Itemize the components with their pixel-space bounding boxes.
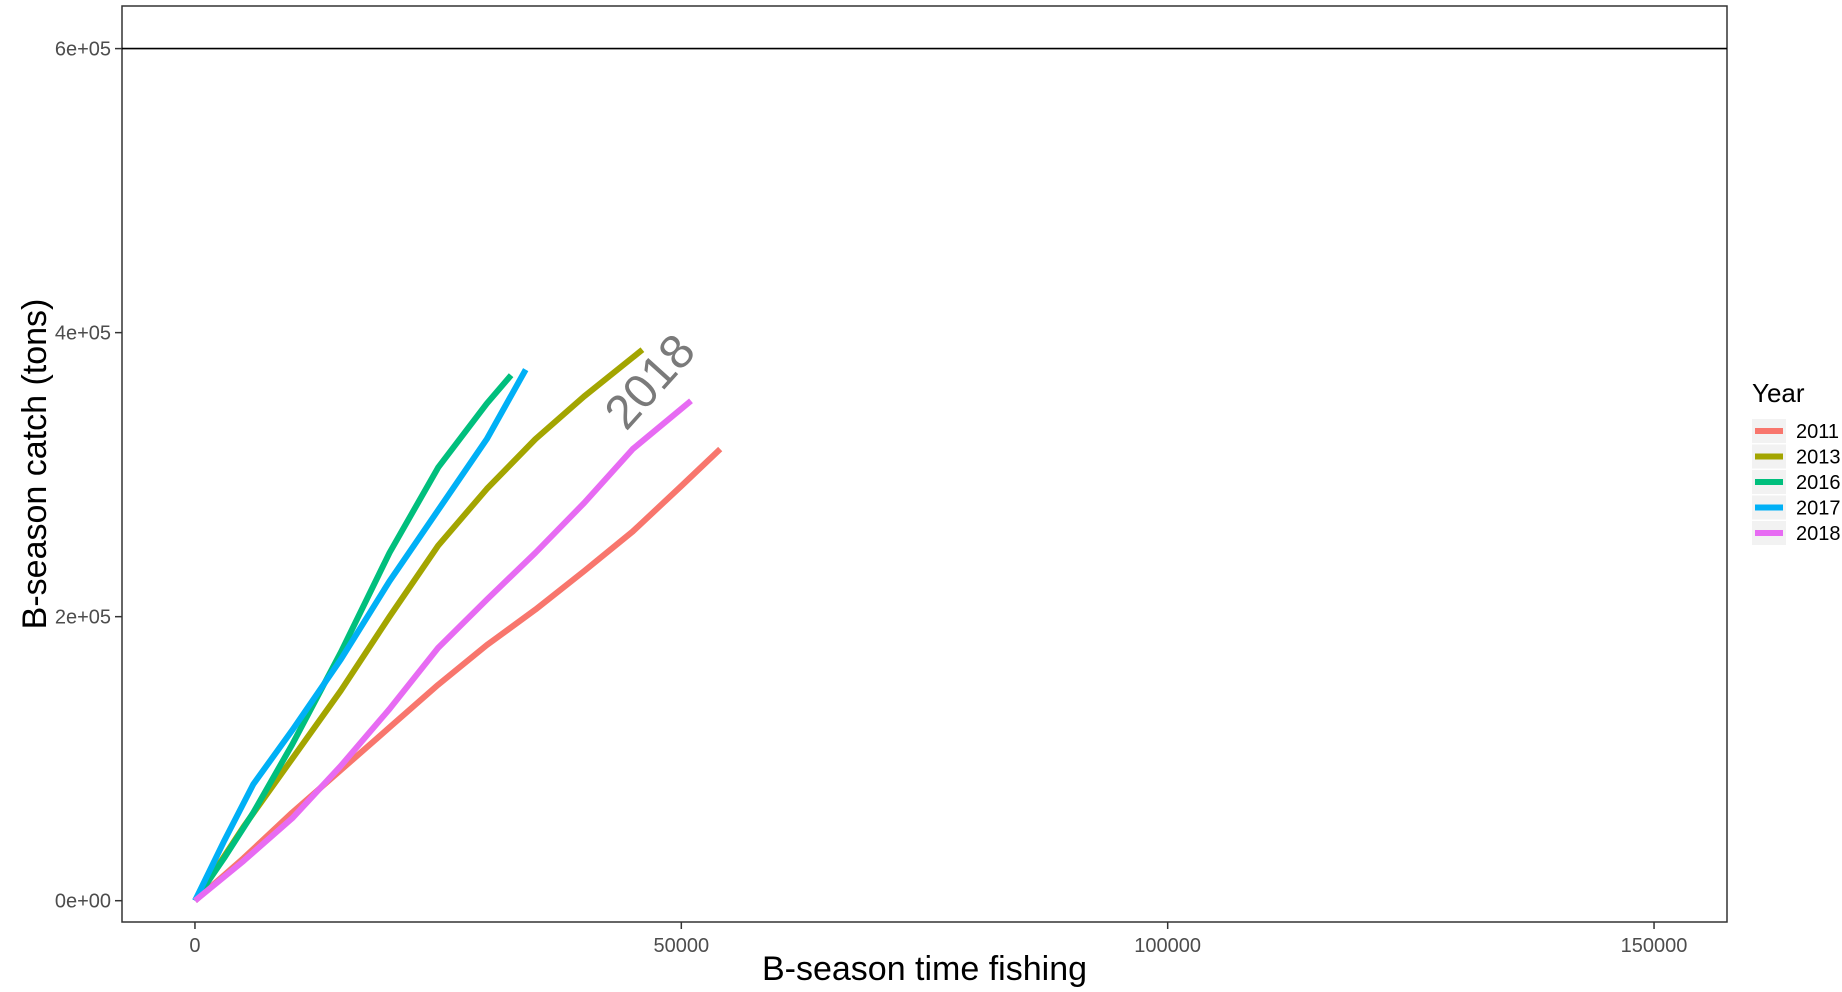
x-tick-label: 100000 bbox=[1134, 935, 1201, 957]
y-axis-title: B-season catch (tons) bbox=[16, 299, 54, 630]
y-tick-label: 6e+05 bbox=[55, 39, 111, 61]
x-tick-label: 0 bbox=[189, 935, 200, 957]
x-tick-label: 50000 bbox=[654, 935, 710, 957]
series-line-2016 bbox=[192, 373, 514, 903]
legend: Year 2011 2013 2016 2017 2018 bbox=[1752, 378, 1841, 545]
annotation-layer: 2018 bbox=[595, 325, 706, 440]
y-tick-label: 4e+05 bbox=[55, 323, 111, 345]
axis-ticks: 0e+00 2e+05 4e+05 6e+05 0 50000 100000 150000 bbox=[55, 39, 1688, 957]
legend-label-2017: 2017 bbox=[1796, 498, 1841, 520]
plot-border bbox=[121, 5, 1728, 923]
y-tick-label: 0e+00 bbox=[55, 891, 111, 913]
series-line-2017 bbox=[192, 368, 529, 903]
y-tick-label: 2e+05 bbox=[55, 607, 111, 629]
series-lines bbox=[192, 347, 723, 904]
x-axis-title: B-season time fishing bbox=[762, 950, 1087, 987]
annotation-label: 2018 bbox=[595, 325, 706, 440]
series-line-2011 bbox=[193, 446, 723, 903]
legend-label-2018: 2018 bbox=[1796, 523, 1841, 545]
axis-labels: B-season time fishing B-season catch (ton… bbox=[16, 299, 1087, 988]
plot-panel bbox=[121, 5, 1728, 923]
legend-label-2013: 2013 bbox=[1796, 447, 1841, 469]
legend-title: Year bbox=[1752, 378, 1805, 408]
legend-label-2011: 2011 bbox=[1796, 421, 1839, 443]
x-tick-label: 150000 bbox=[1621, 935, 1688, 957]
legend-label-2016: 2016 bbox=[1796, 472, 1841, 494]
series-line-2018 bbox=[193, 398, 693, 904]
series-line-2013 bbox=[192, 347, 645, 903]
